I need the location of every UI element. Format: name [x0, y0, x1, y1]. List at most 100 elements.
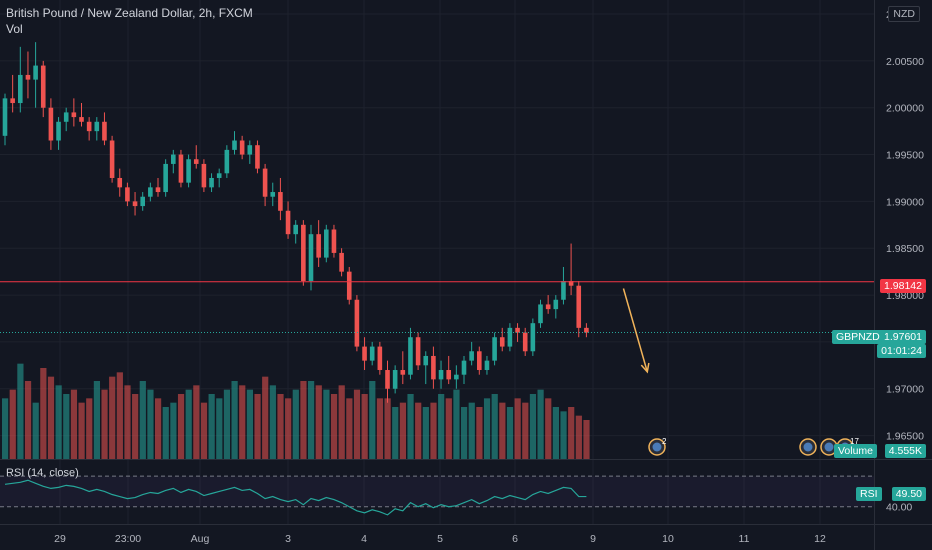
volume-bar [430, 402, 437, 459]
candle-body [216, 173, 222, 178]
candle-body [331, 229, 337, 253]
volume-bar [55, 385, 62, 459]
time-tick-label: 9 [590, 533, 596, 545]
volume-bar [109, 376, 116, 459]
volume-bar [86, 398, 93, 459]
volume-bar [24, 381, 32, 459]
rsi-level-label: 40.00 [886, 502, 912, 514]
volume-bar [17, 363, 24, 459]
candle-body [568, 281, 574, 286]
economic-event-icon-count: 17 [850, 437, 859, 446]
candle-body [109, 140, 115, 178]
candle-body [408, 337, 413, 375]
volume-value-tag: 4.555K [884, 444, 926, 458]
trend-arrow-line [622, 288, 649, 373]
currency-label: NZD [888, 6, 920, 22]
volume-bar [461, 407, 468, 459]
volume-bar [254, 394, 261, 459]
volume-bar [223, 389, 231, 459]
time-tick-label: 5 [437, 533, 443, 545]
volume-bar [323, 389, 330, 459]
volume-bar [177, 394, 185, 459]
volume-bar [269, 385, 276, 459]
candle-body [561, 281, 566, 300]
volume-bar [308, 381, 315, 459]
candle-body [301, 224, 306, 282]
candle-body [530, 323, 536, 352]
candle-body [499, 337, 505, 347]
candle-body [79, 117, 84, 122]
price-tick-label: 1.99000 [886, 196, 924, 208]
volume-bar [415, 402, 422, 459]
volume-bar [506, 407, 514, 459]
volume-bar [239, 385, 246, 459]
candle-body [278, 192, 283, 211]
candle-body [293, 224, 298, 235]
economic-event-icon-flag [803, 442, 813, 452]
price-tick-label: 1.99500 [886, 150, 924, 162]
volume-bar [422, 407, 429, 459]
candle-body [125, 187, 130, 202]
time-tick-label: 4 [361, 533, 367, 545]
volume-bar [300, 381, 307, 459]
candle-body [56, 121, 61, 141]
volume-bar [124, 385, 131, 459]
volume-bar [468, 402, 475, 459]
volume-bar [40, 368, 47, 459]
volume-bar [93, 381, 100, 459]
candle-body [316, 234, 321, 258]
candle-body [209, 177, 214, 188]
resistance-price-tag: 1.98142 [880, 279, 926, 293]
volume-bar [583, 420, 590, 459]
volume-indicator-label: Vol [6, 22, 23, 36]
rsi-indicator-label: RSI (14, close) [6, 467, 79, 479]
candle-body [369, 346, 375, 361]
rsi-value-tag: 49.50 [891, 487, 926, 501]
candle-body [339, 252, 344, 272]
volume-bar [438, 394, 445, 459]
candle-body [576, 285, 582, 328]
candle-body [385, 370, 390, 389]
volume-bar [568, 407, 575, 459]
candle-body [63, 112, 69, 122]
candle-body [239, 140, 245, 155]
candle-body [148, 187, 153, 197]
grid [0, 0, 874, 524]
volume-bar [399, 402, 406, 459]
candle-body [285, 210, 291, 235]
candle-body [255, 145, 260, 169]
overlays: 2 17 [0, 281, 874, 456]
volume-bar [384, 398, 391, 459]
volume-bar [529, 394, 537, 459]
candle-body [392, 370, 398, 389]
candle-body [262, 168, 268, 197]
candle-body [515, 327, 520, 333]
candle-body [415, 337, 421, 366]
time-tick-label: 10 [662, 533, 674, 545]
volume-bar [537, 389, 544, 459]
candle-body [163, 163, 168, 193]
countdown-tag: 01:01:24 [877, 344, 926, 358]
volume-bar [262, 376, 269, 459]
time-tick-label: 23:00 [115, 533, 141, 545]
candle-body [354, 299, 360, 347]
volume-bar [147, 389, 154, 459]
candle-body [40, 65, 46, 108]
volume-bar [32, 402, 39, 459]
volume-bar [231, 381, 238, 459]
candle-body [33, 65, 38, 80]
price-tick-label: 1.98000 [886, 290, 924, 302]
volume-bar [315, 385, 322, 459]
candles [2, 42, 589, 403]
volume-bar [277, 394, 284, 459]
volume-bar [476, 407, 483, 459]
candle-body [117, 177, 123, 188]
rsi-line [4, 479, 587, 516]
volume-bar [200, 402, 208, 459]
time-tick-label: Aug [191, 533, 210, 545]
volume-bar [353, 389, 361, 459]
candle-body [94, 121, 100, 132]
candle-body [438, 370, 444, 380]
candle-body [86, 121, 92, 132]
